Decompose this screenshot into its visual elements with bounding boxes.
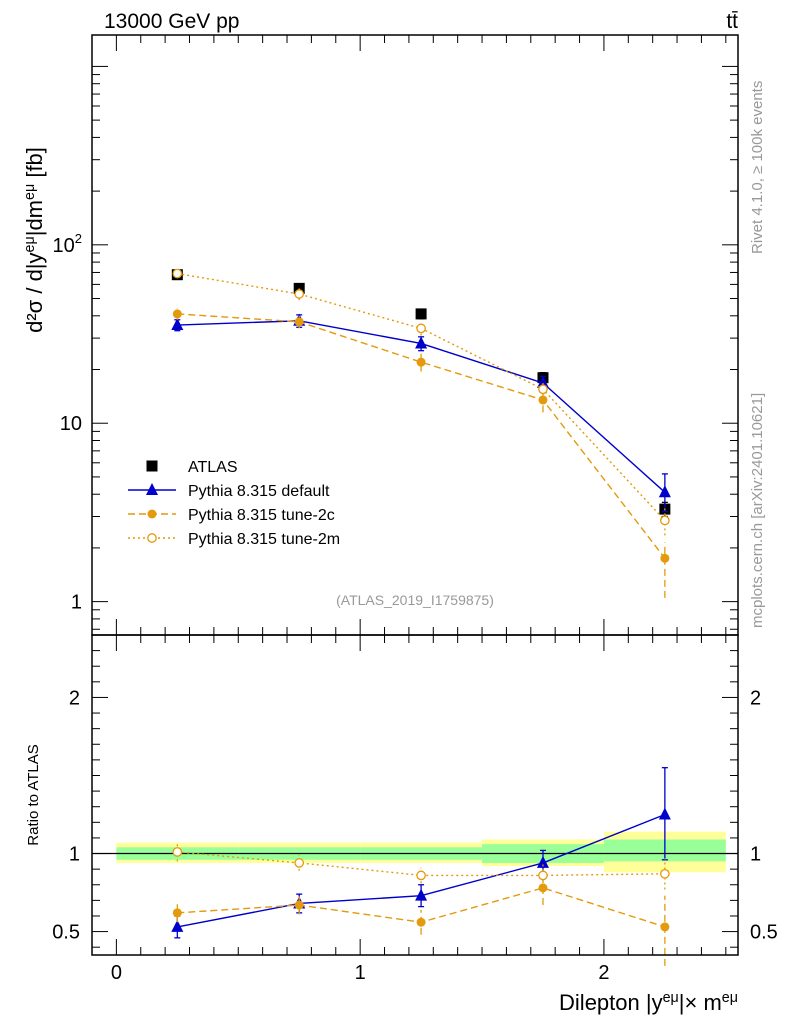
legend: ATLAS Pythia 8.315 default Pythia 8.315 tu… — [128, 459, 340, 548]
analysis-label: (ATLAS_2019_I1759875) — [336, 592, 494, 608]
ratio-y-tick-label: 1 — [750, 844, 761, 866]
main-y-tick-label: 102 — [53, 231, 82, 257]
main-tune2m-point — [172, 268, 183, 279]
ratio-panel-bands — [92, 831, 738, 873]
ratio-default-point — [415, 888, 428, 901]
ratio-y-tick-label: 0.5 — [52, 922, 80, 944]
main-panel-series — [171, 268, 671, 598]
ratio-tune2c-point — [416, 917, 426, 927]
legend-default-marker — [146, 483, 158, 495]
ratio-series-default — [171, 767, 671, 939]
main-tune2c-point — [172, 309, 182, 319]
legend-item-tune2m: Pythia 8.315 tune-2m — [128, 531, 340, 548]
ratio-y-tick-label: 1 — [69, 844, 80, 866]
ratio-tune2m-point — [294, 858, 305, 868]
process-label: tt̄ — [726, 10, 738, 33]
main-tune2m-point — [416, 323, 426, 334]
x-axis-label: Dilepton |yeμ​|× meμ​ — [559, 990, 738, 1015]
legend-default-label: Pythia 8.315 default — [188, 483, 330, 500]
ratio-tune2m-line — [177, 851, 665, 877]
ratio-y-axis-label: Ratio to ATLAS — [25, 744, 42, 845]
legend-tune2c-marker — [147, 509, 157, 519]
legend-tune2c-label: Pythia 8.315 tune-2c — [188, 507, 335, 524]
main-tune2c-point — [416, 357, 426, 367]
main-tune2c-line — [177, 313, 666, 559]
ratio-tune2m-point — [172, 847, 183, 857]
legend-tune2m-marker — [147, 533, 157, 543]
main-tune2m-point — [294, 289, 305, 299]
ratio-panel-series — [171, 767, 671, 966]
main-series-default — [171, 313, 671, 513]
main-tune2c-point — [294, 317, 304, 327]
mcplots-label: mcplots.cern.ch [arXiv:2401.10621] — [749, 393, 766, 628]
ratio-tune2m-point — [416, 870, 426, 881]
ratio-series-tune2c — [172, 870, 670, 966]
legend-item-atlas: ATLAS — [146, 459, 238, 476]
ratio-tune2c-point — [538, 883, 548, 893]
main-tune2c-point — [660, 553, 670, 563]
ratio-panel-ticks: 0.5 0.5 1 1 2 2 0 1 2 — [52, 635, 778, 984]
ratio-tune2c-point — [660, 922, 670, 932]
x-tick-label: 0 — [111, 962, 122, 984]
legend-item-default: Pythia 8.315 default — [128, 483, 330, 500]
ratio-default-point — [171, 919, 184, 932]
main-series-atlas — [171, 269, 671, 518]
main-default-point — [171, 318, 184, 331]
x-tick-label: 1 — [355, 962, 366, 984]
ratio-y-tick-label: 2 — [750, 687, 761, 709]
main-series-tune2c — [172, 308, 670, 598]
rivet-label: Rivet 4.1.0, ≥ 100k events — [749, 81, 766, 254]
main-atlas-point — [415, 308, 427, 320]
ratio-default-point — [658, 807, 671, 820]
main-y-tick-label: 10 — [60, 413, 82, 435]
ratio-tune2c-point — [172, 908, 182, 918]
main-tune2m-point — [538, 384, 548, 395]
legend-tune2m-label: Pythia 8.315 tune-2m — [188, 531, 340, 548]
legend-item-tune2c: Pythia 8.315 tune-2c — [128, 507, 335, 524]
main-series-tune2m — [172, 268, 670, 536]
ratio-tune2m-point — [660, 868, 670, 879]
ratio-default-point — [536, 855, 549, 868]
ratio-tune2m-point — [538, 870, 548, 881]
main-default-point — [536, 376, 549, 389]
ratio-panel-frame — [91, 634, 739, 956]
main-default-point — [415, 336, 428, 349]
legend-atlas-label: ATLAS — [188, 459, 238, 476]
main-default-point — [658, 485, 671, 498]
main-y-tick-label: 1 — [71, 592, 82, 614]
ratio-y-tick-label: 0.5 — [750, 922, 778, 944]
ratio-series-tune2m — [172, 842, 670, 890]
main-panel-ticks: 1 10 102 — [53, 35, 738, 635]
ratio-tune2c-point — [294, 900, 304, 910]
ratio-y-tick-label: 2 — [69, 687, 80, 709]
main-tune2m-point — [660, 515, 670, 526]
energy-label: 13000 GeV pp — [104, 10, 239, 33]
legend-atlas-marker — [146, 460, 158, 472]
x-tick-label: 2 — [598, 962, 609, 984]
main-y-axis-label: d²σ / d|yeμ​|dmeμ​ [fb] — [22, 147, 47, 333]
